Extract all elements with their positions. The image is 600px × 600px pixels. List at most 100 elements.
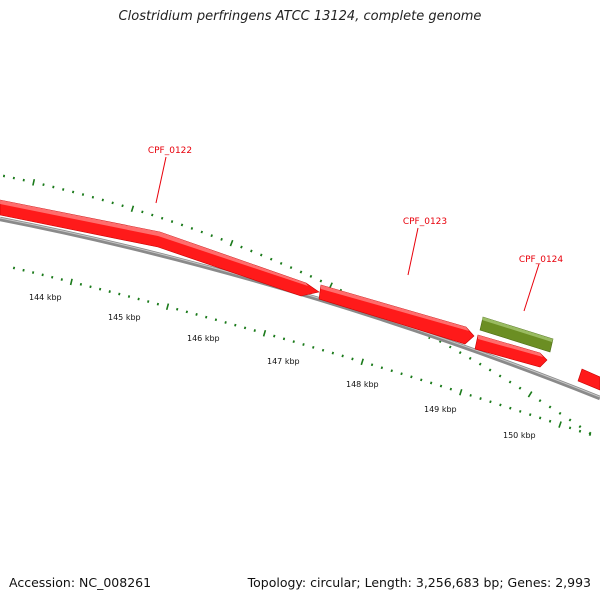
outer-track-major-tick xyxy=(130,205,135,213)
outer-track-minor-tick xyxy=(121,204,124,208)
outer-track-minor-tick xyxy=(458,351,462,355)
gene-label-leader-cpf-0122 xyxy=(155,156,167,204)
gene-label-leader-cpf-0123 xyxy=(407,227,419,276)
inner-track-minor-tick xyxy=(538,416,542,420)
inner-track-minor-tick xyxy=(528,413,532,417)
inner-track-minor-tick xyxy=(214,318,218,322)
outer-track-minor-tick xyxy=(210,234,213,238)
outer-track-minor-tick xyxy=(279,261,283,265)
genome-backbone-highlight xyxy=(0,217,600,398)
inner-track-minor-tick xyxy=(489,400,492,404)
gene-arrow-cpf-0122[interactable] xyxy=(0,199,320,297)
outer-track-major-tick xyxy=(229,239,234,247)
outer-track-minor-tick xyxy=(71,190,75,194)
outer-track-minor-tick xyxy=(160,216,164,220)
outer-track-minor-tick xyxy=(448,345,452,349)
inner-track-minor-tick xyxy=(588,433,592,437)
outer-track-minor-tick xyxy=(478,362,482,366)
gene-feature-cpf-0124-shade xyxy=(482,317,553,342)
outer-track-minor-tick xyxy=(12,176,15,180)
gene-arrow-cds-after-0123-shade xyxy=(478,335,543,357)
inner-track-minor-tick xyxy=(282,337,286,341)
inner-track-minor-tick xyxy=(380,366,384,370)
outer-track-minor-tick xyxy=(468,356,472,360)
inner-track-minor-tick xyxy=(578,429,582,433)
gene-feature-cpf-0124[interactable] xyxy=(479,316,554,353)
inner-track-minor-tick xyxy=(12,266,16,270)
outer-track-minor-tick xyxy=(170,220,174,223)
outer-track-minor-tick xyxy=(240,245,243,249)
outer-track-minor-tick xyxy=(259,253,263,257)
inner-track-minor-tick xyxy=(147,300,150,303)
gene-arrow-right-edge[interactable] xyxy=(577,368,600,391)
outer-track-minor-tick xyxy=(578,425,582,429)
inner-track-minor-tick xyxy=(469,394,472,397)
inner-track-minor-tick xyxy=(224,321,227,324)
outer-track-minor-tick xyxy=(151,213,154,217)
scale-label-144-kbp: 144 kbp xyxy=(29,293,62,302)
inner-track-major-tick xyxy=(262,329,267,337)
genome-backbone xyxy=(0,216,600,401)
inner-track-minor-tick xyxy=(137,297,140,301)
gene-arrow-cpf-0123[interactable] xyxy=(318,284,475,345)
inner-track-minor-tick xyxy=(108,290,111,294)
outer-track-minor-tick xyxy=(52,185,55,189)
inner-track-minor-tick xyxy=(22,268,25,272)
outer-track-minor-tick xyxy=(220,237,223,241)
inner-track-minor-tick xyxy=(176,307,179,311)
inner-track-minor-tick xyxy=(185,310,189,314)
inner-track-minor-tick xyxy=(439,384,443,388)
outer-track-minor-tick xyxy=(518,386,522,390)
inner-track-minor-tick xyxy=(568,426,572,430)
inner-track-major-tick xyxy=(360,358,364,366)
inner-track-minor-tick xyxy=(156,302,160,306)
outer-track-minor-tick xyxy=(190,227,194,230)
outer-track-minor-tick xyxy=(81,193,85,196)
inner-track-minor-tick xyxy=(548,419,552,423)
inner-track-major-tick xyxy=(165,303,170,311)
inner-track-minor-tick xyxy=(195,313,198,316)
inner-track-minor-tick xyxy=(429,381,433,385)
inner-track-minor-tick xyxy=(253,329,256,332)
outer-track-minor-tick xyxy=(111,201,114,205)
inner-track-major-tick xyxy=(69,278,73,286)
gene-label-cpf-0124: CPF_0124 xyxy=(519,255,564,265)
outer-track-minor-tick xyxy=(508,380,512,384)
inner-track-minor-tick xyxy=(302,343,305,346)
inner-track-minor-tick xyxy=(51,275,54,279)
inner-track-minor-tick xyxy=(273,334,276,338)
scale-label-148-kbp: 148 kbp xyxy=(346,380,379,389)
outer-track-minor-tick xyxy=(289,266,293,270)
outer-track-minor-tick xyxy=(299,270,303,274)
inner-track-minor-tick xyxy=(243,326,247,330)
inner-track-minor-tick xyxy=(234,323,237,327)
outer-track-minor-tick xyxy=(538,399,542,403)
inner-track-minor-tick xyxy=(499,403,502,407)
scale-label-145-kbp: 145 kbp xyxy=(108,313,141,322)
scale-label-149-kbp: 149 kbp xyxy=(424,405,457,414)
outer-track-minor-tick xyxy=(319,279,323,283)
inner-tick-track xyxy=(12,266,592,437)
outer-track-minor-tick xyxy=(180,223,184,227)
inner-track-minor-tick xyxy=(390,369,393,373)
outer-track-minor-tick xyxy=(498,374,502,378)
inner-track-minor-tick xyxy=(351,357,354,361)
outer-track-minor-tick xyxy=(200,230,204,234)
inner-track-major-tick xyxy=(558,421,562,428)
inner-track-minor-tick xyxy=(312,345,315,349)
inner-track-minor-tick xyxy=(331,351,335,355)
inner-track-minor-tick xyxy=(321,348,325,352)
inner-track-minor-tick xyxy=(410,375,413,379)
outer-track-major-tick xyxy=(527,391,533,398)
inner-track-minor-tick xyxy=(420,378,423,382)
outer-track-minor-tick xyxy=(42,183,45,187)
topology-summary-text: Topology: circular; Length: 3,256,683 bp… xyxy=(247,575,591,590)
scale-label-146-kbp: 146 kbp xyxy=(187,334,220,343)
scale-label-150-kbp: 150 kbp xyxy=(503,431,536,440)
outer-track-minor-tick xyxy=(269,257,273,261)
inner-track-major-tick xyxy=(459,388,463,396)
scale-label-147-kbp: 147 kbp xyxy=(267,357,300,366)
inner-track-minor-tick xyxy=(370,363,374,367)
inner-track-minor-tick xyxy=(89,285,92,289)
inner-track-minor-tick xyxy=(479,397,482,400)
